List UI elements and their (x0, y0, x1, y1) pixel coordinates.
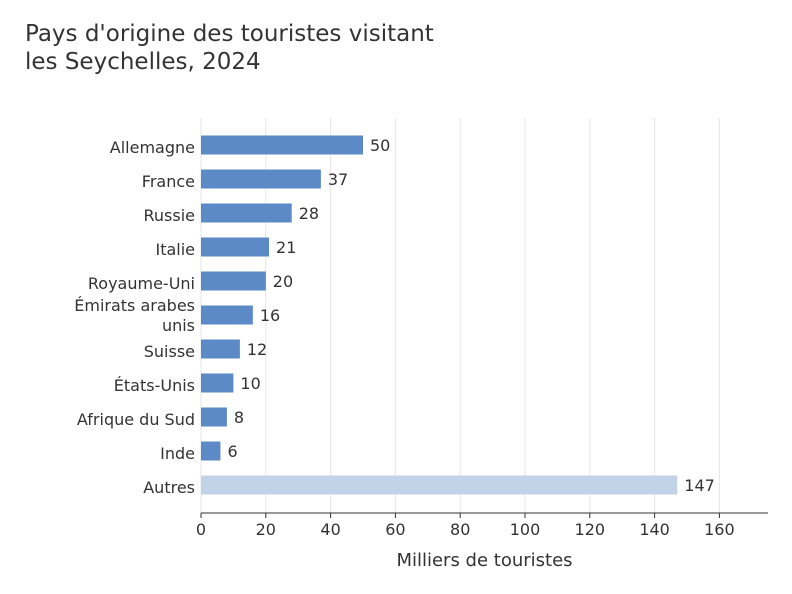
x-tick-label: 140 (639, 520, 670, 539)
x-tick-label: 160 (704, 520, 735, 539)
category-labels: Allemagne France Russie Italie Royaume-Uni Ém… (74, 138, 195, 497)
bar (201, 339, 240, 359)
value-label: 8 (234, 408, 244, 427)
value-label: 21 (276, 238, 296, 257)
bar (201, 169, 321, 189)
value-label: 37 (328, 170, 348, 189)
value-label: 28 (299, 204, 319, 223)
bar (201, 407, 227, 427)
bar (201, 441, 221, 461)
value-label: 10 (240, 374, 260, 393)
category-label: Suisse (144, 342, 195, 361)
category-label: Allemagne (110, 138, 195, 157)
x-axis: 0 20 40 60 80 100 120 140 160 (196, 512, 768, 539)
category-label: Russie (144, 206, 196, 225)
bar (201, 475, 678, 495)
x-tick-label: 120 (575, 520, 606, 539)
value-label: 50 (370, 136, 390, 155)
x-tick-label: 80 (450, 520, 470, 539)
value-label: 20 (273, 272, 293, 291)
x-tick-label: 40 (320, 520, 340, 539)
category-label: Autres (143, 478, 195, 497)
category-label: États-Unis (114, 376, 195, 395)
bar (201, 373, 234, 393)
category-label: Italie (155, 240, 195, 259)
value-label: 16 (260, 306, 280, 325)
bar (201, 237, 270, 257)
category-label: Inde (160, 444, 195, 463)
x-axis-title: Milliers de touristes (396, 550, 572, 571)
x-tick-label: 100 (510, 520, 541, 539)
x-tick-label: 20 (256, 520, 276, 539)
category-label: Royaume-Uni (88, 274, 195, 293)
x-tick-label: 0 (196, 520, 206, 539)
value-label: 12 (247, 340, 267, 359)
category-label: Émirats arabes unis (74, 296, 195, 335)
category-label: Afrique du Sud (77, 410, 195, 429)
x-tick-label: 60 (385, 520, 405, 539)
category-label: France (142, 172, 195, 191)
value-label: 6 (227, 442, 237, 461)
bar (201, 271, 266, 291)
bar (201, 305, 253, 325)
bars (201, 135, 678, 495)
bar (201, 203, 292, 223)
chart-title: Pays d'origine des touristes visitant le… (25, 21, 434, 75)
bar (201, 135, 363, 155)
value-label: 147 (684, 476, 715, 495)
